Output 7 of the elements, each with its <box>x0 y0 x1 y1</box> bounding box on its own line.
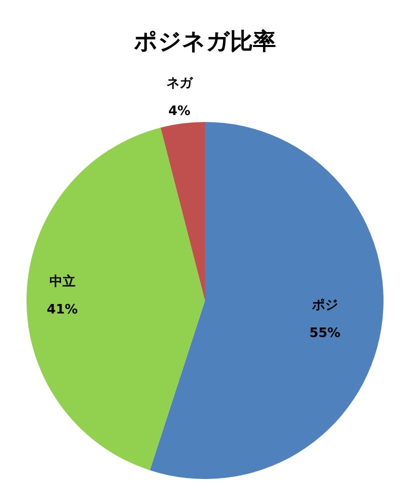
slice-label: ポジ <box>310 298 338 313</box>
chart-title: ポジネガ比率 <box>133 28 277 57</box>
slice-label: 中立 <box>49 273 76 290</box>
data-label: 4% <box>168 104 190 119</box>
data-label: 55% <box>309 326 340 341</box>
data-label: 41% <box>46 302 78 318</box>
slice-label: ネガ <box>166 76 194 91</box>
